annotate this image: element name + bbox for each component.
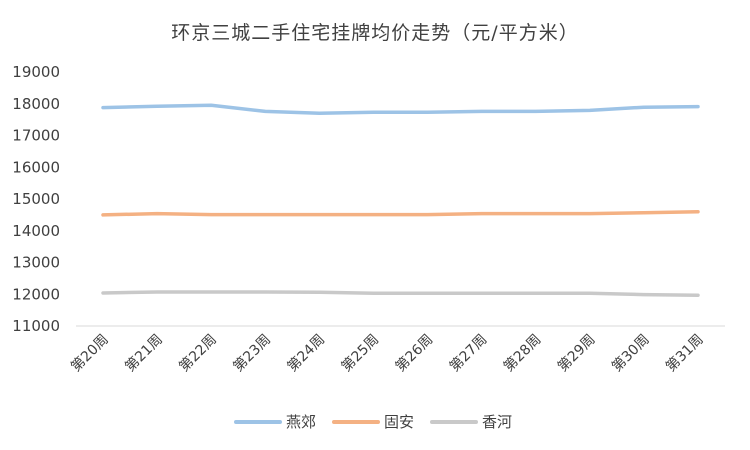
x-tick-label: 第30周 <box>608 331 652 375</box>
legend-label-0: 燕郊 <box>286 413 316 431</box>
x-tick-label: 第29周 <box>554 331 598 375</box>
y-tick-label: 17000 <box>12 127 60 145</box>
y-tick-label: 15000 <box>12 190 60 208</box>
y-tick-label: 11000 <box>12 317 60 335</box>
x-tick-label: 第21周 <box>122 331 166 375</box>
series-line-0 <box>101 103 700 116</box>
x-tick-label: 第31周 <box>662 331 706 375</box>
x-tick-label: 第25周 <box>338 331 382 375</box>
y-tick-label: 19000 <box>12 63 60 81</box>
x-tick-label: 第24周 <box>284 331 328 375</box>
legend-label-1: 固安 <box>384 413 414 431</box>
y-tick-label: 16000 <box>12 158 60 176</box>
y-tick-label: 18000 <box>12 95 60 113</box>
x-tick-label: 第28周 <box>500 331 544 375</box>
y-tick-label: 14000 <box>12 222 60 240</box>
series-line-2 <box>101 290 700 297</box>
x-tick-label: 第23周 <box>230 331 274 375</box>
x-tick-label: 第22周 <box>176 331 220 375</box>
x-tick-label: 第27周 <box>446 331 490 375</box>
y-tick-label: 13000 <box>12 254 60 272</box>
y-tick-label: 12000 <box>12 285 60 303</box>
legend-label-2: 香河 <box>482 413 512 431</box>
series-line-1 <box>101 209 700 217</box>
x-tick-label: 第26周 <box>392 331 436 375</box>
chart-title: 环京三城二手住宅挂牌均价走势（元/平方米） <box>171 22 579 44</box>
x-tick-label: 第20周 <box>67 331 111 375</box>
